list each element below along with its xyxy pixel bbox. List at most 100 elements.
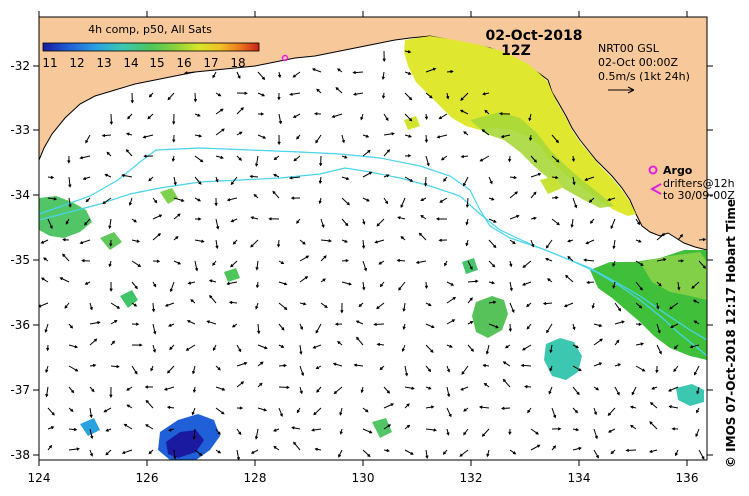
current-vector: [508, 155, 512, 163]
current-vector: [215, 218, 220, 230]
current-vector: [504, 344, 511, 349]
current-vector: [373, 322, 385, 327]
legend-tick-14: 14: [123, 56, 138, 70]
current-vector: [614, 363, 622, 367]
current-vector: [292, 113, 301, 118]
current-vector: [299, 344, 303, 355]
current-vector: [101, 133, 112, 138]
current-vector: [631, 386, 637, 396]
current-vector: [446, 428, 450, 436]
sst-speckle-e: [224, 268, 240, 282]
current-vector: [396, 258, 406, 263]
current-vector: [415, 260, 427, 264]
current-vector: [696, 386, 700, 395]
current-vector: [488, 323, 499, 329]
current-vector: [278, 363, 287, 368]
current-vector: [593, 428, 598, 440]
current-vector: [467, 279, 479, 283]
current-vector: [250, 449, 259, 454]
current-vector: [152, 259, 161, 263]
current-vector: [89, 428, 94, 440]
current-vector: [292, 71, 301, 78]
y-tick-35: -35: [10, 253, 30, 267]
current-vector: [481, 129, 490, 136]
current-vector: [545, 239, 553, 249]
current-vector: [383, 386, 391, 394]
current-vector: [131, 302, 138, 307]
current-vector: [255, 281, 260, 289]
current-vector: [488, 176, 493, 185]
current-vector: [656, 302, 660, 310]
current-vector: [551, 175, 559, 180]
current-vector: [236, 362, 248, 367]
current-vector: [45, 365, 49, 374]
current-vector: [226, 197, 238, 202]
current-vector: [444, 260, 448, 267]
current-vector: [593, 338, 603, 346]
current-vector: [320, 239, 332, 243]
current-vector: [84, 218, 91, 226]
current-vector: [673, 344, 679, 350]
current-vector: [68, 176, 72, 188]
current-vector: [404, 403, 410, 409]
current-vector: [339, 428, 343, 435]
current-vector: [500, 134, 511, 139]
legend-tick-16: 16: [176, 56, 191, 70]
drifters-label-1: drifters@12h: [663, 177, 735, 190]
current-vector: [257, 134, 267, 139]
current-vector: [483, 382, 490, 388]
current-vector: [593, 386, 600, 391]
current-vector: [509, 302, 515, 314]
y-tick-32: -32: [10, 59, 30, 73]
current-vector: [173, 176, 177, 186]
current-vector: [614, 320, 625, 325]
current-vector: [551, 134, 559, 144]
current-vector: [150, 365, 154, 372]
current-vector: [648, 449, 658, 453]
current-vector: [67, 155, 71, 164]
current-vector: [446, 365, 450, 373]
current-vector: [378, 260, 385, 265]
current-vector: [152, 214, 163, 220]
current-vector: [249, 174, 259, 179]
current-vector: [488, 300, 497, 304]
current-vector: [593, 362, 603, 367]
current-vector: [383, 132, 395, 136]
current-vector: [591, 302, 595, 309]
current-vector: [614, 302, 622, 312]
current-vector: [314, 112, 322, 116]
current-vector: [148, 176, 154, 182]
date-line2: 12Z: [501, 43, 531, 59]
current-vector: [460, 154, 469, 159]
current-vector: [45, 386, 49, 398]
current-vector: [551, 445, 557, 451]
current-vector: [337, 68, 343, 73]
current-vector: [318, 197, 322, 205]
current-vector: [443, 176, 448, 182]
current-vector: [257, 344, 268, 350]
current-vector: [89, 386, 95, 393]
current-vector: [131, 260, 142, 267]
current-vector: [424, 113, 429, 121]
current-vector: [425, 155, 430, 167]
imos-credit: © IMOS 07-Oct-2018 12:17 Hobart Time: [724, 199, 738, 468]
current-vector: [337, 340, 343, 346]
x-tick-124: 124: [28, 471, 51, 485]
current-vector: [383, 424, 392, 430]
current-vector: [551, 407, 557, 419]
current-vector: [521, 281, 532, 286]
current-vector: [278, 407, 283, 417]
current-vector: [152, 323, 157, 335]
current-vector: [255, 302, 259, 310]
current-vector: [570, 218, 574, 228]
current-vector: [194, 113, 201, 117]
current-vector: [144, 385, 153, 389]
current-vector: [635, 281, 643, 291]
current-vector: [583, 258, 595, 262]
current-vector: [674, 449, 679, 457]
current-vector: [125, 132, 133, 136]
current-vector: [171, 155, 175, 163]
current-vector: [404, 424, 411, 430]
current-vector: [109, 113, 114, 125]
current-vector: [551, 196, 559, 200]
